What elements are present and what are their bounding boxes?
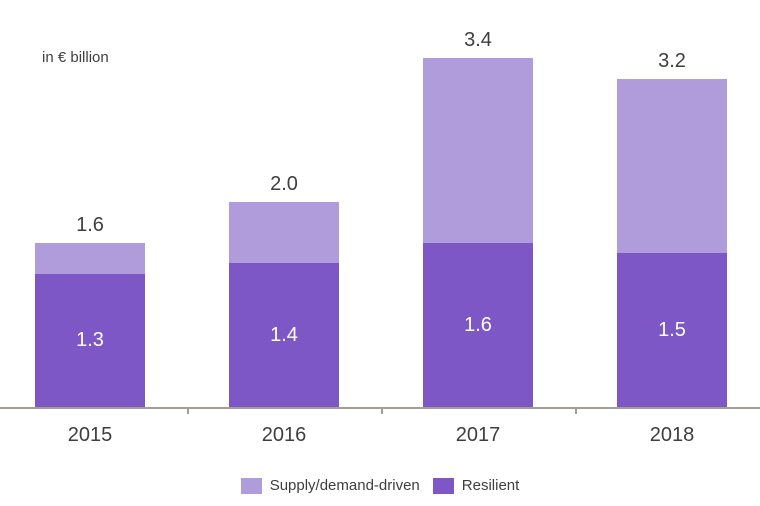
bar-2017: 1.6 xyxy=(423,58,533,407)
x-axis-line xyxy=(0,407,760,409)
axis-tick xyxy=(187,409,189,414)
bar-segment-resilient: 1.6 xyxy=(423,243,533,407)
legend-swatch-resilient xyxy=(432,477,454,494)
legend-swatch-supply-demand-driven xyxy=(240,477,262,494)
bar-total-label: 1.6 xyxy=(76,214,104,236)
axis-tick xyxy=(381,409,383,414)
axis-tick xyxy=(575,409,577,414)
bar-segment-resilient: 1.5 xyxy=(617,253,727,407)
legend: Supply/demand-driven Resilient xyxy=(0,477,760,494)
bar-total-label: 2.0 xyxy=(270,173,298,195)
bar-value-label: 1.5 xyxy=(658,318,686,341)
bar-segment-supply-demand-driven xyxy=(229,202,339,263)
bar-segment-supply-demand-driven xyxy=(617,79,727,253)
x-axis-category-label: 2015 xyxy=(67,424,113,446)
legend-item-supply-demand-driven: Supply/demand-driven xyxy=(240,477,420,494)
bar-segment-supply-demand-driven xyxy=(35,243,145,274)
unit-label: in € billion xyxy=(42,49,109,66)
bar-total-label: 3.2 xyxy=(658,50,686,72)
bar-2016: 1.4 xyxy=(229,202,339,407)
x-axis-category-label: 2016 xyxy=(261,424,307,446)
bar-value-label: 1.6 xyxy=(464,313,492,336)
bar-total-label: 3.4 xyxy=(464,29,492,51)
bar-segment-supply-demand-driven xyxy=(423,58,533,243)
bar-2015: 1.3 xyxy=(35,243,145,407)
x-axis-category-label: 2017 xyxy=(455,424,501,446)
legend-label-supply-demand-driven: Supply/demand-driven xyxy=(269,477,420,494)
bar-value-label: 1.3 xyxy=(76,329,104,351)
x-axis-category-label: 2018 xyxy=(649,424,695,446)
bar-2018: 1.5 xyxy=(617,79,727,407)
legend-item-resilient: Resilient xyxy=(432,477,520,494)
bar-value-label: 1.4 xyxy=(270,323,298,346)
bar-segment-resilient: 1.3 xyxy=(35,274,145,407)
legend-label-resilient: Resilient xyxy=(461,477,520,494)
bar-segment-resilient: 1.4 xyxy=(229,263,339,407)
